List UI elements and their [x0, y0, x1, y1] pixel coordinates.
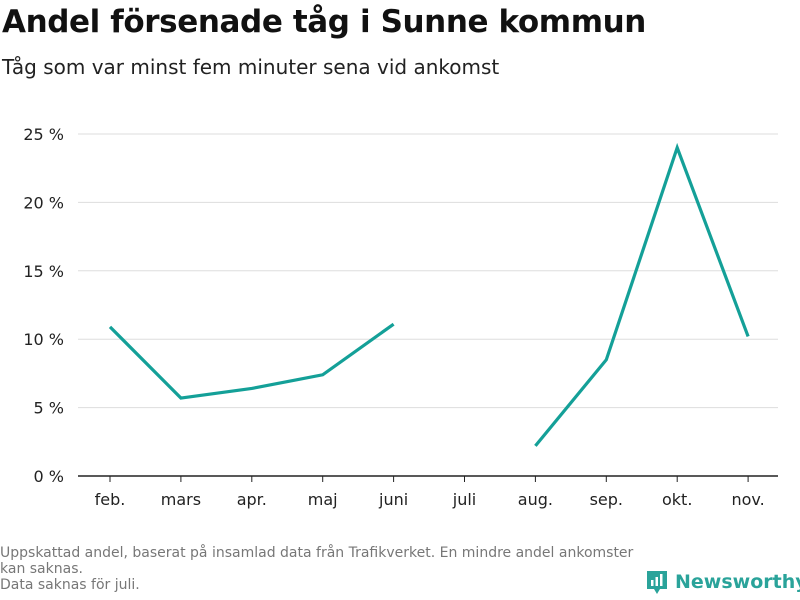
x-tick-label: apr. — [237, 490, 267, 509]
y-tick-label: 25 % — [23, 125, 64, 144]
brand-name: Newsworthy — [675, 571, 800, 593]
x-tick-label: mars — [161, 490, 201, 509]
series-line-segment — [108, 322, 395, 400]
newsworthy-logo-icon — [647, 571, 667, 594]
footnote: Uppskattad andel, baserat på insamlad da… — [0, 545, 640, 593]
y-tick-label: 15 % — [23, 262, 64, 281]
y-tick-label: 10 % — [23, 330, 64, 349]
footnote-source: Uppskattad andel, baserat på insamlad da… — [0, 545, 634, 577]
chart-subtitle: Tåg som var minst fem minuter sena vid a… — [2, 55, 500, 79]
brand-logo: Newsworthy — [645, 569, 800, 595]
y-tick-label: 0 % — [34, 467, 64, 486]
x-tick-label: feb. — [95, 490, 126, 509]
y-tick-label: 5 % — [34, 399, 64, 418]
x-tick-label: juni — [378, 490, 408, 509]
series-line-segment — [534, 142, 750, 447]
x-tick-label: nov. — [731, 490, 764, 509]
chart-title: Andel försenade tåg i Sunne kommun — [2, 4, 646, 40]
x-tick-label: juli — [452, 490, 476, 509]
x-tick-label: okt. — [662, 490, 692, 509]
footnote-missing-data: Data saknas för juli. — [0, 577, 140, 593]
x-tick-label: maj — [308, 490, 338, 509]
x-tick-label: sep. — [590, 490, 623, 509]
x-tick-label: aug. — [518, 490, 553, 509]
y-tick-label: 20 % — [23, 193, 64, 212]
